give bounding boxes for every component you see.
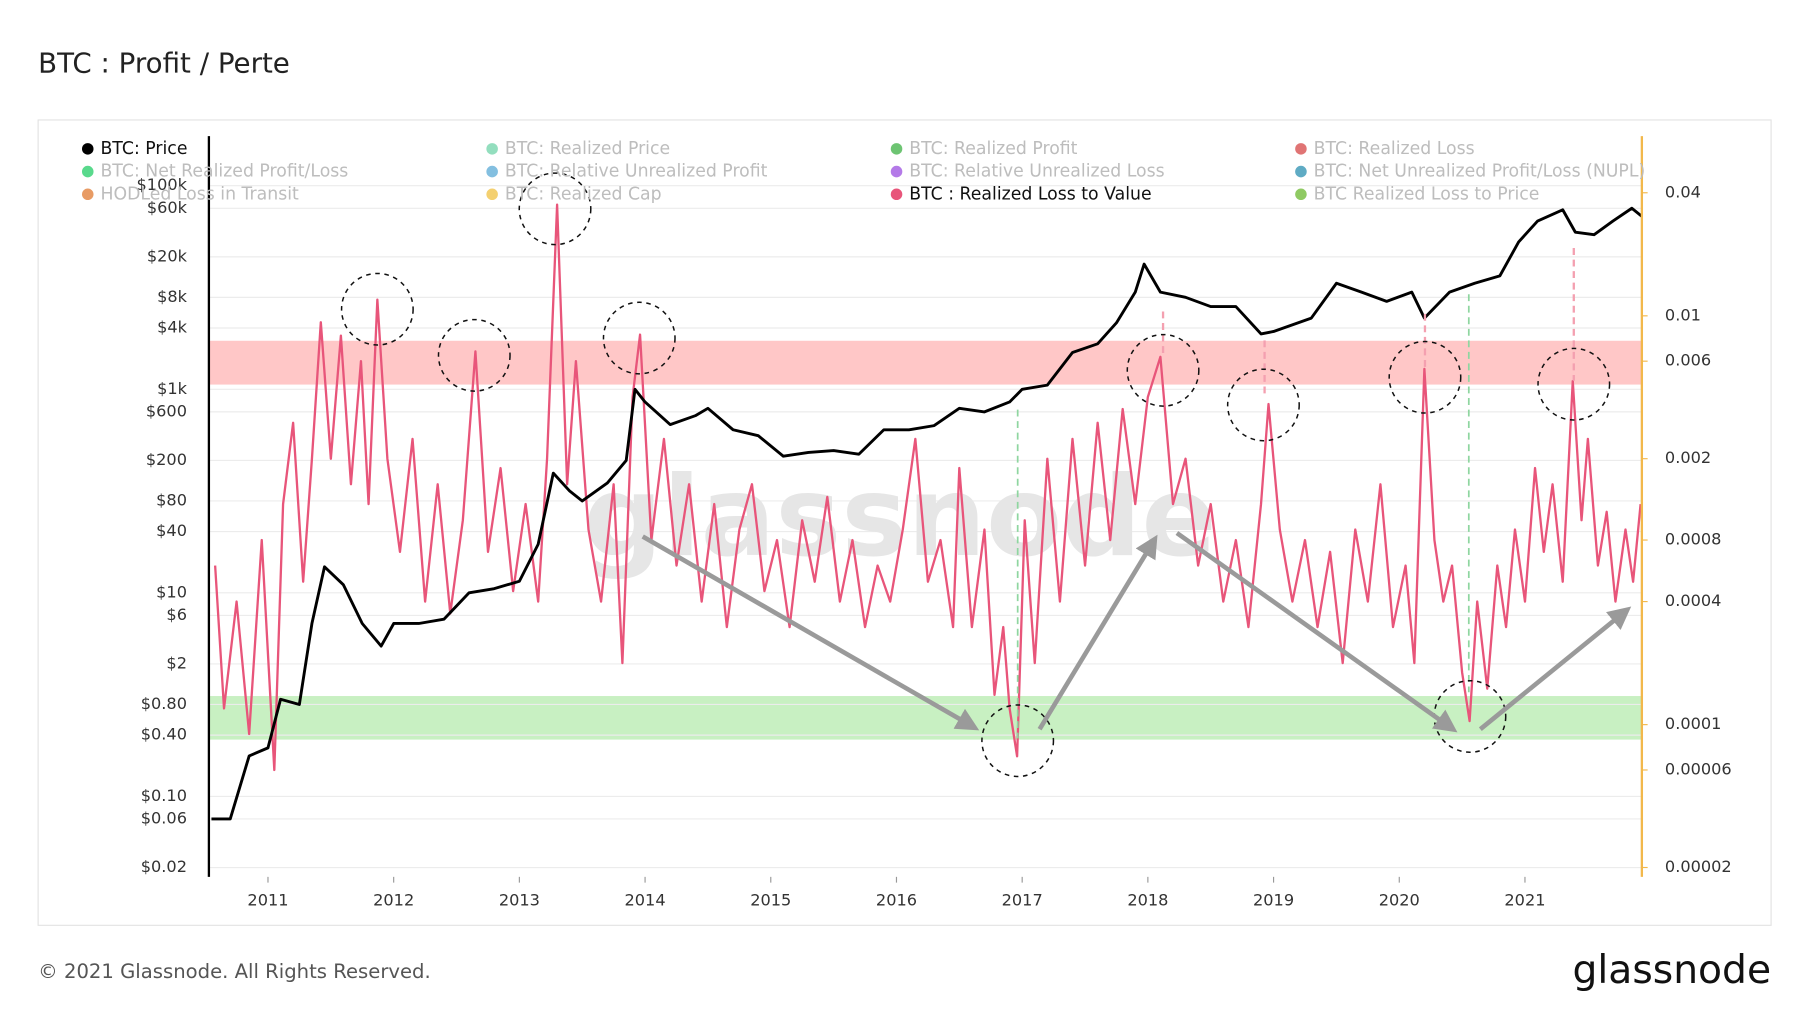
legend-swatch (1295, 165, 1307, 178)
y-tick-label: $10 (156, 582, 187, 601)
y2-tick-label: 0.006 (1665, 351, 1711, 370)
legend-swatch (81, 188, 94, 201)
legend-label: BTC : Realized Loss to Value (909, 184, 1151, 204)
y-tick-label: $6 (166, 605, 187, 624)
legend-swatch (890, 143, 903, 155)
legend-label: BTC: Net Realized Profit/Loss (100, 162, 348, 182)
x-tick-label: 2021 (1504, 891, 1545, 910)
highlight-circle (1537, 347, 1611, 421)
axes: $100k $60k $20k $8k $4k $1k $600 $200 $80 $40 $10 $… (137, 136, 1732, 910)
y2-tick-label: 0.04 (1665, 182, 1701, 201)
series-line (213, 203, 1642, 772)
trend-arrow (641, 534, 980, 731)
legend-swatch (1295, 188, 1307, 201)
highlight-circle (602, 301, 676, 375)
bands (208, 340, 1642, 740)
x-tick-label: 2012 (373, 891, 414, 910)
trend-arrow (1175, 531, 1458, 733)
highlight-circle (340, 272, 414, 346)
highlight-circle (518, 172, 592, 246)
legend-swatch (1295, 143, 1307, 155)
x-tick-label: 2017 (1002, 891, 1043, 910)
band (208, 340, 1642, 385)
y-tick-label: $0.06 (141, 808, 187, 827)
legend-swatch (486, 165, 498, 178)
x-tick-label: 2020 (1379, 891, 1420, 910)
y2-tick-label: 0.0004 (1665, 591, 1721, 610)
y-tick-label: $2 (166, 653, 187, 672)
y2-tick-label: 0.0001 (1665, 714, 1721, 733)
highlight-circle (1126, 333, 1200, 407)
highlight-circle (1226, 368, 1300, 442)
y-tick-label: $4k (157, 318, 188, 337)
legend-swatch (486, 143, 498, 155)
legend-label: HODLed Loss in Transit (100, 184, 299, 204)
legend-swatch (890, 188, 903, 201)
band (208, 696, 1642, 740)
annotations (340, 172, 1632, 778)
legend-label: BTC: Realized Profit (909, 139, 1077, 159)
trend-arrow (1478, 606, 1632, 731)
trend-arrow (1037, 534, 1158, 731)
legend: BTC: Price BTC: Realized Price BTC: Realiz… (81, 139, 1646, 204)
y-tick-label: $40 (156, 521, 187, 540)
series-line (211, 206, 1642, 821)
y2-tick-label: 0.00006 (1665, 759, 1732, 778)
y-tick-label: $0.40 (141, 725, 187, 744)
legend-swatch (890, 165, 903, 178)
x-tick-label: 2019 (1253, 891, 1294, 910)
highlight-circle (437, 318, 511, 392)
legend-label: BTC: Relative Unrealized Loss (909, 162, 1164, 182)
grid (208, 185, 1642, 869)
legend-label: BTC: Relative Unrealized Profit (505, 162, 768, 182)
legend-swatch (81, 165, 94, 178)
y-tick-label: $600 (146, 401, 187, 420)
y-tick-label: $0.80 (141, 694, 187, 713)
legend-swatch (486, 188, 498, 201)
y-tick-label: $60k (147, 198, 188, 217)
x-tick-label: 2013 (499, 891, 540, 910)
legend-label: BTC: Realized Price (505, 139, 670, 159)
y-tick-label: $100k (137, 175, 188, 194)
highlight-circle (981, 704, 1055, 778)
logo: glassnode (1573, 948, 1772, 993)
y-tick-label: $1k (157, 379, 188, 398)
highlight-circle (1388, 340, 1462, 414)
y-tick-label: $200 (146, 450, 187, 469)
x-tick-label: 2018 (1127, 891, 1168, 910)
x-tick-label: 2015 (750, 891, 791, 910)
footer: © 2021 Glassnode. All Rights Reserved. (38, 960, 431, 983)
y-tick-label: $8k (157, 287, 188, 306)
legend-label: BTC: Price (100, 139, 187, 159)
y-tick-label: $0.02 (141, 857, 187, 876)
y2-tick-label: 0.002 (1665, 448, 1711, 467)
legend-label: BTC: Realized Cap (505, 184, 662, 204)
watermark: glassnode (583, 453, 1216, 582)
y-tick-label: $20k (147, 246, 188, 265)
y2-tick-label: 0.01 (1665, 305, 1701, 324)
y-tick-label: $80 (156, 490, 187, 509)
x-tick-label: 2016 (876, 891, 917, 910)
legend-label: BTC: Realized Loss (1314, 139, 1475, 159)
y2-tick-label: 0.0008 (1665, 530, 1721, 549)
x-tick-label: 2011 (247, 891, 288, 910)
y2-tick-label: 0.00002 (1665, 857, 1732, 876)
legend-swatch (81, 143, 94, 155)
y-tick-label: $0.10 (141, 786, 187, 805)
x-tick-label: 2014 (625, 891, 666, 910)
lines (211, 203, 1642, 821)
page-title: BTC : Profit / Perte (38, 47, 290, 80)
legend-label: BTC Realized Loss to Price (1314, 184, 1540, 204)
legend-label: BTC: Net Unrealized Profit/Loss (NUPL) (1314, 162, 1646, 182)
